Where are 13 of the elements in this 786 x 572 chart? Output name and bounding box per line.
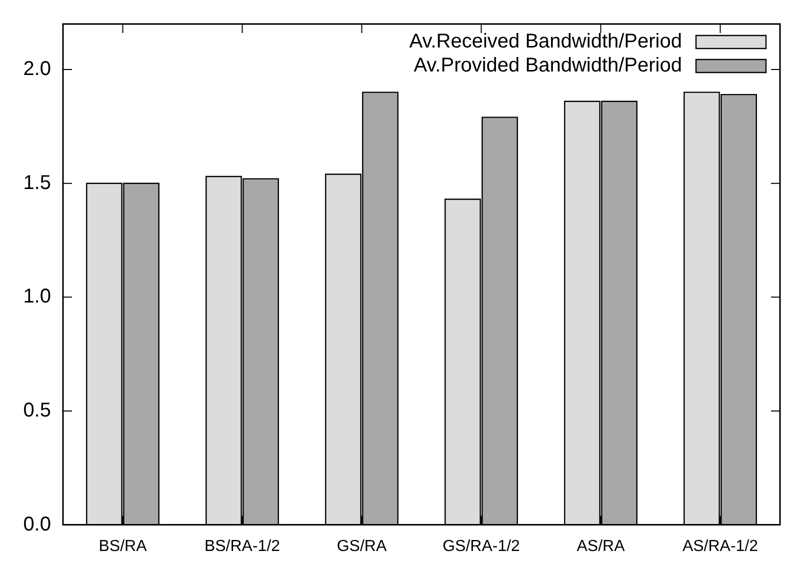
y-tick-label: 0.0 <box>23 513 51 536</box>
y-tick-label: 1.5 <box>23 172 51 194</box>
y-tick-label: 2.0 <box>23 58 51 80</box>
x-tick-label: BS/RA <box>98 538 148 555</box>
x-tick-label: BS/RA-1/2 <box>204 538 280 555</box>
legend-label: Av.Provided Bandwidth/Period <box>414 54 682 77</box>
x-tick-label: GS/RA <box>336 538 387 555</box>
x-tick-label: GS/RA-1/2 <box>442 538 520 555</box>
x-tick-label: AS/RA <box>576 538 626 555</box>
legend-label: Av.Received Bandwidth/Period <box>409 30 682 53</box>
y-tick-label: 0.5 <box>23 399 51 422</box>
y-tick-label: 1.0 <box>23 286 51 308</box>
x-tick-label: AS/RA-1/2 <box>682 538 758 555</box>
